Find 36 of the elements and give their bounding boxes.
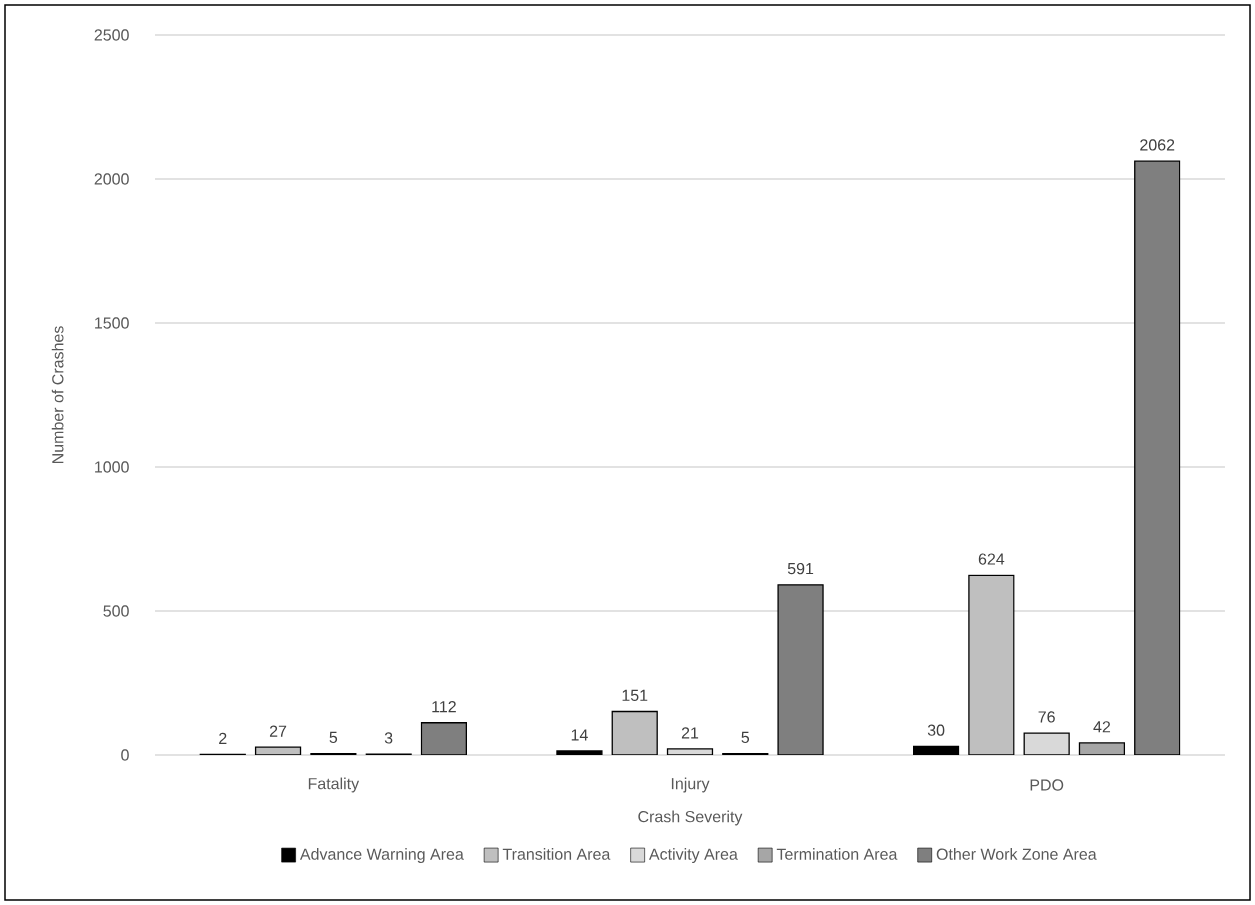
data-label: 151 [622, 689, 648, 701]
x-tick-label: Injury [671, 777, 710, 793]
data-label: 5 [329, 731, 338, 744]
data-label: 112 [432, 701, 456, 713]
data-label: 624 [978, 553, 1005, 565]
data-label: 21 [681, 727, 699, 739]
legend-label: Termination Area [776, 848, 898, 860]
data-label: 30 [927, 724, 945, 736]
y-tick-label: 1500 [95, 317, 129, 329]
data-label: 3 [384, 732, 393, 744]
y-tick-label: 0 [121, 749, 129, 761]
y-axis-title: Number of Crashes [51, 326, 64, 464]
x-tick-label: PDO [1030, 779, 1064, 791]
data-label: 591 [787, 562, 814, 575]
bar [612, 711, 658, 755]
legend-label: Advance Warning Area [299, 848, 464, 864]
data-label: 27 [269, 725, 287, 737]
x-axis-title: Crash Severity [638, 810, 743, 826]
legend-label: Activity Area [648, 848, 738, 864]
x-tick-label: Fatality [308, 777, 360, 793]
y-tick-label: 500 [103, 605, 129, 617]
bar [1134, 160, 1181, 755]
data-label: 5 [741, 731, 750, 744]
y-tick-label: 1000 [95, 461, 129, 473]
bar [968, 574, 1015, 755]
data-label: 76 [1038, 711, 1055, 723]
data-label: 42 [1093, 721, 1111, 733]
data-label: 14 [571, 729, 588, 741]
bar [420, 722, 468, 755]
legend-label: Transition Area [502, 848, 611, 860]
y-tick-label: 2000 [94, 173, 129, 185]
data-label: 2062 [1140, 139, 1175, 151]
y-tick-label: 2500 [94, 29, 129, 41]
bar [778, 584, 824, 755]
legend-label: Other Work Zone Area [936, 848, 1097, 860]
data-label: 2 [219, 732, 227, 744]
